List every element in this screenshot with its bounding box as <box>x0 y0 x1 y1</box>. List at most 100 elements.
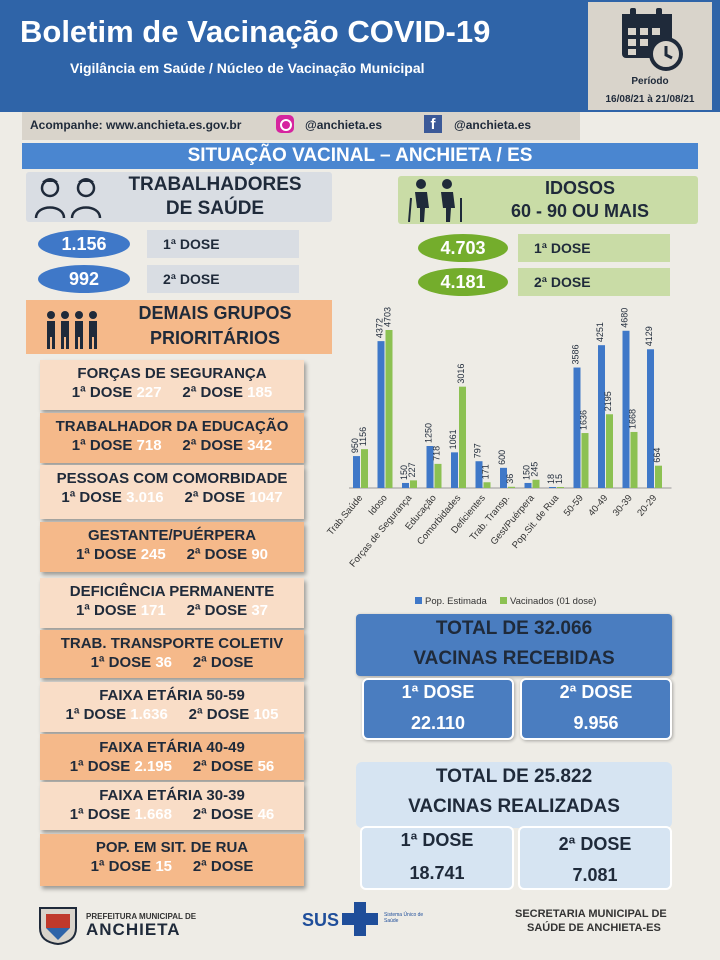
dose2-label: 2ª DOSE <box>192 758 254 775</box>
bar <box>557 487 564 488</box>
group-title: FAIXA ETÁRIA 30-39 <box>99 787 245 804</box>
idosos-dose1-value: 4.703 <box>418 234 508 262</box>
dose1-value: 718 <box>136 437 162 454</box>
group-card-transporte: TRAB. TRANSPORTE COLETIV 1ª DOSE 36 2ª D… <box>40 630 304 678</box>
situacao-heading: SITUAÇÃO VACINAL – ANCHIETA / ES <box>22 143 698 169</box>
idosos-dose1-label: 1ª DOSE <box>518 234 670 262</box>
idosos-dose2-value: 4.181 <box>418 268 508 296</box>
bar <box>630 431 638 488</box>
bar-value-label: 1250 <box>424 423 434 443</box>
group-title: FAIXA ETÁRIA 40-49 <box>99 739 245 756</box>
bar-value-label: 4372 <box>375 318 385 338</box>
dose1-label: 1ª DOSE <box>69 806 131 823</box>
dose2-value: 37 <box>251 602 269 619</box>
period-label: Período <box>631 76 669 87</box>
instagram-icon[interactable] <box>276 115 294 133</box>
bar <box>655 465 662 488</box>
anchieta-coat-of-arms-icon <box>39 907 77 946</box>
page-title: Boletim de Vacinação COVID-19 <box>20 14 491 49</box>
bar <box>483 482 491 488</box>
bar <box>500 467 507 488</box>
health-workers-icon <box>34 178 102 219</box>
dose2-label: 2ª DOSE <box>192 858 254 875</box>
idosos-title-line1: IDOSOS <box>544 178 615 198</box>
category-tick-label: Idoso <box>366 493 389 518</box>
group-card-educacao: TRABALHADOR DA EDUCAÇÃO 1ª DOSE 718 2ª D… <box>40 413 304 463</box>
group-card-comorbidade: PESSOAS COM COMORBIDADE 1ª DOSE 3.016 2ª… <box>40 465 304 519</box>
bar-value-label: 150 <box>522 465 532 480</box>
idosos-title-line2: 60 - 90 OU MAIS <box>510 201 650 221</box>
anchieta-logo-text: ANCHIETA <box>86 920 181 939</box>
realizadas-dose2-value: 7.081 <box>572 865 618 885</box>
bar <box>426 446 434 488</box>
bar-value-label: 1636 <box>579 410 589 430</box>
bar-value-label: 1668 <box>628 409 638 429</box>
bar <box>573 367 581 488</box>
legend-swatch <box>500 597 507 604</box>
prefeitura-label: PREFEITURA MUNICIPAL DE <box>86 912 197 921</box>
bar <box>606 414 613 488</box>
recebidas-dose2-label: 2ª DOSE <box>559 682 633 702</box>
recebidas-caption: VACINAS RECEBIDAS <box>413 648 615 669</box>
bar <box>459 386 466 488</box>
facebook-icon[interactable]: f <box>424 115 442 133</box>
bar-value-label: 1061 <box>448 429 458 449</box>
facebook-handle[interactable]: @anchieta.es <box>454 118 532 132</box>
bar <box>475 461 483 488</box>
group-card-30-39: FAIXA ETÁRIA 30-39 1ª DOSE 1.668 2ª DOSE… <box>40 782 304 830</box>
bar-value-label: 4703 <box>383 307 393 327</box>
dose2-label: 2ª DOSE <box>188 706 250 723</box>
realizadas-dose1-label: 1ª DOSE <box>400 830 474 850</box>
group-card-deficiencia: DEFICIÊNCIA PERMANENTE 1ª DOSE 171 2ª DO… <box>40 578 304 628</box>
dose1-value: 1.668 <box>134 806 172 823</box>
dose1-label: 1ª DOSE <box>61 489 122 506</box>
bar <box>385 330 393 488</box>
instagram-handle[interactable]: @anchieta.es <box>305 118 383 132</box>
category-tick-label: 20-29 <box>635 493 659 519</box>
group-title: FORÇAS DE SEGURANÇA <box>77 365 267 382</box>
recebidas-total-box: TOTAL DE 32.066 VACINAS RECEBIDAS <box>356 614 672 676</box>
dose2-label: 2ª DOSE <box>192 654 254 671</box>
group-title: PESSOAS COM COMORBIDADE <box>56 470 288 487</box>
bar <box>549 487 556 488</box>
dose2-label: 2ª DOSE <box>186 602 248 619</box>
website-link[interactable]: Acompanhe: www.anchieta.es.gov.br <box>30 118 242 132</box>
saude-dose2-label: 2ª DOSE <box>147 265 299 293</box>
dose1-value: 171 <box>140 602 166 619</box>
bar-value-label: 3586 <box>571 344 581 364</box>
legend-label: Pop. Estimada <box>425 596 487 607</box>
saude-dose2-value: 992 <box>38 265 130 293</box>
dose2-value: 185 <box>247 384 273 401</box>
sus-cross-icon <box>342 902 378 936</box>
bar-value-label: 227 <box>407 462 417 477</box>
saude-dose1-value: 1.156 <box>38 230 130 258</box>
dose1-label: 1ª DOSE <box>71 384 133 401</box>
group-card-50-59: FAIXA ETÁRIA 50-59 1ª DOSE 1.636 2ª DOSE… <box>40 682 304 732</box>
bar-value-label: 4129 <box>644 326 654 346</box>
dose1-label: 1ª DOSE <box>75 602 137 619</box>
group-card-sit-rua: POP. EM SIT. DE RUA 1ª DOSE 15 2ª DOSE <box>40 834 304 886</box>
dose2-value: 56 <box>257 758 275 775</box>
bar <box>581 433 589 488</box>
period-dates: 16/08/21 à 21/08/21 <box>605 94 695 105</box>
category-tick-label: 50-59 <box>562 493 586 519</box>
dose1-label: 1ª DOSE <box>69 758 131 775</box>
realizadas-dose2-label: 2ª DOSE <box>558 834 632 854</box>
idosos-dose2-label: 2ª DOSE <box>518 268 670 296</box>
saude-title-line1: TRABALHADORES <box>128 174 302 195</box>
bar-value-label: 15 <box>554 474 564 484</box>
bar <box>508 486 515 488</box>
realizadas-dose1-value: 18.741 <box>409 863 465 883</box>
recebidas-dose1-label: 1ª DOSE <box>401 682 475 702</box>
saude-title-line2: DE SAÚDE <box>165 198 265 219</box>
dose1-value: 245 <box>140 546 166 563</box>
bar <box>532 479 540 488</box>
bar-value-label: 18 <box>546 474 556 484</box>
dose1-value: 36 <box>155 654 172 671</box>
dose2-label: 2ª DOSE <box>192 806 254 823</box>
dose2-value: 105 <box>253 706 279 723</box>
vaccination-bar-chart: 9501156Trab.Saúde43724703Idoso150227Forç… <box>325 307 672 607</box>
realizadas-dose1-box: 1ª DOSE 18.741 <box>360 826 514 890</box>
bar-value-label: 797 <box>473 443 483 458</box>
bar <box>622 330 630 488</box>
